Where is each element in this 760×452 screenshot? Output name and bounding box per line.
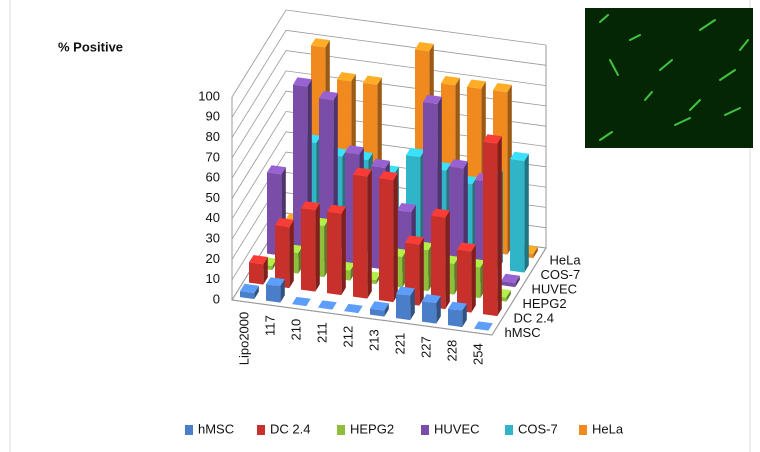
legend-swatch [579, 425, 587, 435]
y-tick-label: 60 [206, 170, 220, 185]
depth-label: hMSC [505, 325, 541, 340]
bar-front [379, 178, 393, 302]
micrograph-bg [585, 8, 753, 148]
bar [379, 171, 398, 302]
bar [301, 201, 320, 291]
x-tick-label: 212 [340, 326, 355, 348]
bar [483, 134, 502, 316]
bar-front [396, 294, 410, 320]
bar-side [341, 207, 346, 296]
x-tick-label: Lipo2000 [236, 312, 251, 366]
x-tick-label: 254 [470, 343, 485, 365]
y-tick-label: 90 [206, 109, 220, 124]
x-tick-label: 221 [392, 333, 407, 355]
legend-label: HEPG2 [350, 421, 394, 436]
legend-swatch [257, 425, 265, 435]
bar-side [497, 136, 502, 316]
bar-side [393, 173, 398, 302]
y-tick-label: 30 [206, 231, 220, 246]
bar-front [353, 175, 367, 299]
y-tick-label: 10 [206, 271, 220, 286]
x-tick-label: 210 [288, 319, 303, 341]
legend-swatch [421, 425, 429, 435]
legend-label: COS-7 [518, 421, 558, 436]
depth-label: HeLa [550, 253, 582, 268]
bar [510, 152, 529, 273]
bar [249, 255, 268, 285]
x-tick-label: 227 [418, 336, 433, 358]
bar-side [367, 170, 372, 299]
depth-label: COS-7 [541, 267, 581, 282]
bar-side [419, 237, 424, 305]
y-tick-label: 100 [198, 88, 220, 103]
depth-label: DC 2.4 [514, 311, 554, 326]
bar-front [327, 212, 341, 295]
legend-label: hMSC [198, 421, 234, 436]
bar-front [249, 262, 263, 284]
y-tick-label: 80 [206, 129, 220, 144]
bar-side [524, 154, 529, 273]
x-tick-label: 228 [444, 340, 459, 362]
x-tick-label: 117 [262, 315, 277, 336]
bar [396, 287, 415, 321]
depth-label: HUVEC [532, 282, 578, 297]
bar-side [289, 220, 294, 288]
y-tick-label: 70 [206, 149, 220, 164]
legend-swatch [337, 425, 345, 435]
bar-front [448, 309, 462, 327]
bar [327, 205, 346, 295]
legend-label: DC 2.4 [270, 421, 310, 436]
legend-label: HeLa [592, 421, 624, 436]
bar [422, 294, 441, 324]
bar-front [301, 208, 315, 291]
legend-swatch [505, 425, 513, 435]
x-tick-label: 213 [366, 329, 381, 351]
chart: % Positive 0 10 20 30 40 50 60 70 80 90 100 Lipo200… [0, 0, 760, 452]
chart-title: % Positive [58, 39, 123, 54]
bar-front [483, 142, 497, 317]
bar [353, 168, 372, 299]
bar [275, 218, 294, 288]
bar [448, 302, 467, 327]
y-tick-label: 50 [206, 190, 220, 205]
y-tick-label: 20 [206, 251, 220, 266]
bar-side [445, 211, 450, 310]
bar [431, 209, 450, 310]
bar-front [510, 159, 524, 273]
depth-label: HEPG2 [523, 296, 567, 311]
bar [457, 243, 476, 313]
bar-side [315, 203, 320, 292]
y-tick-label: 40 [206, 210, 220, 225]
x-tick-label: 211 [314, 322, 329, 343]
bar-front [422, 301, 436, 323]
y-tick-label: 0 [213, 291, 220, 306]
legend-label: HUVEC [434, 421, 480, 436]
bar-front [266, 284, 280, 302]
legend-swatch [185, 425, 193, 435]
bar-side [471, 244, 476, 312]
micrograph [585, 8, 753, 148]
bar [266, 277, 285, 302]
